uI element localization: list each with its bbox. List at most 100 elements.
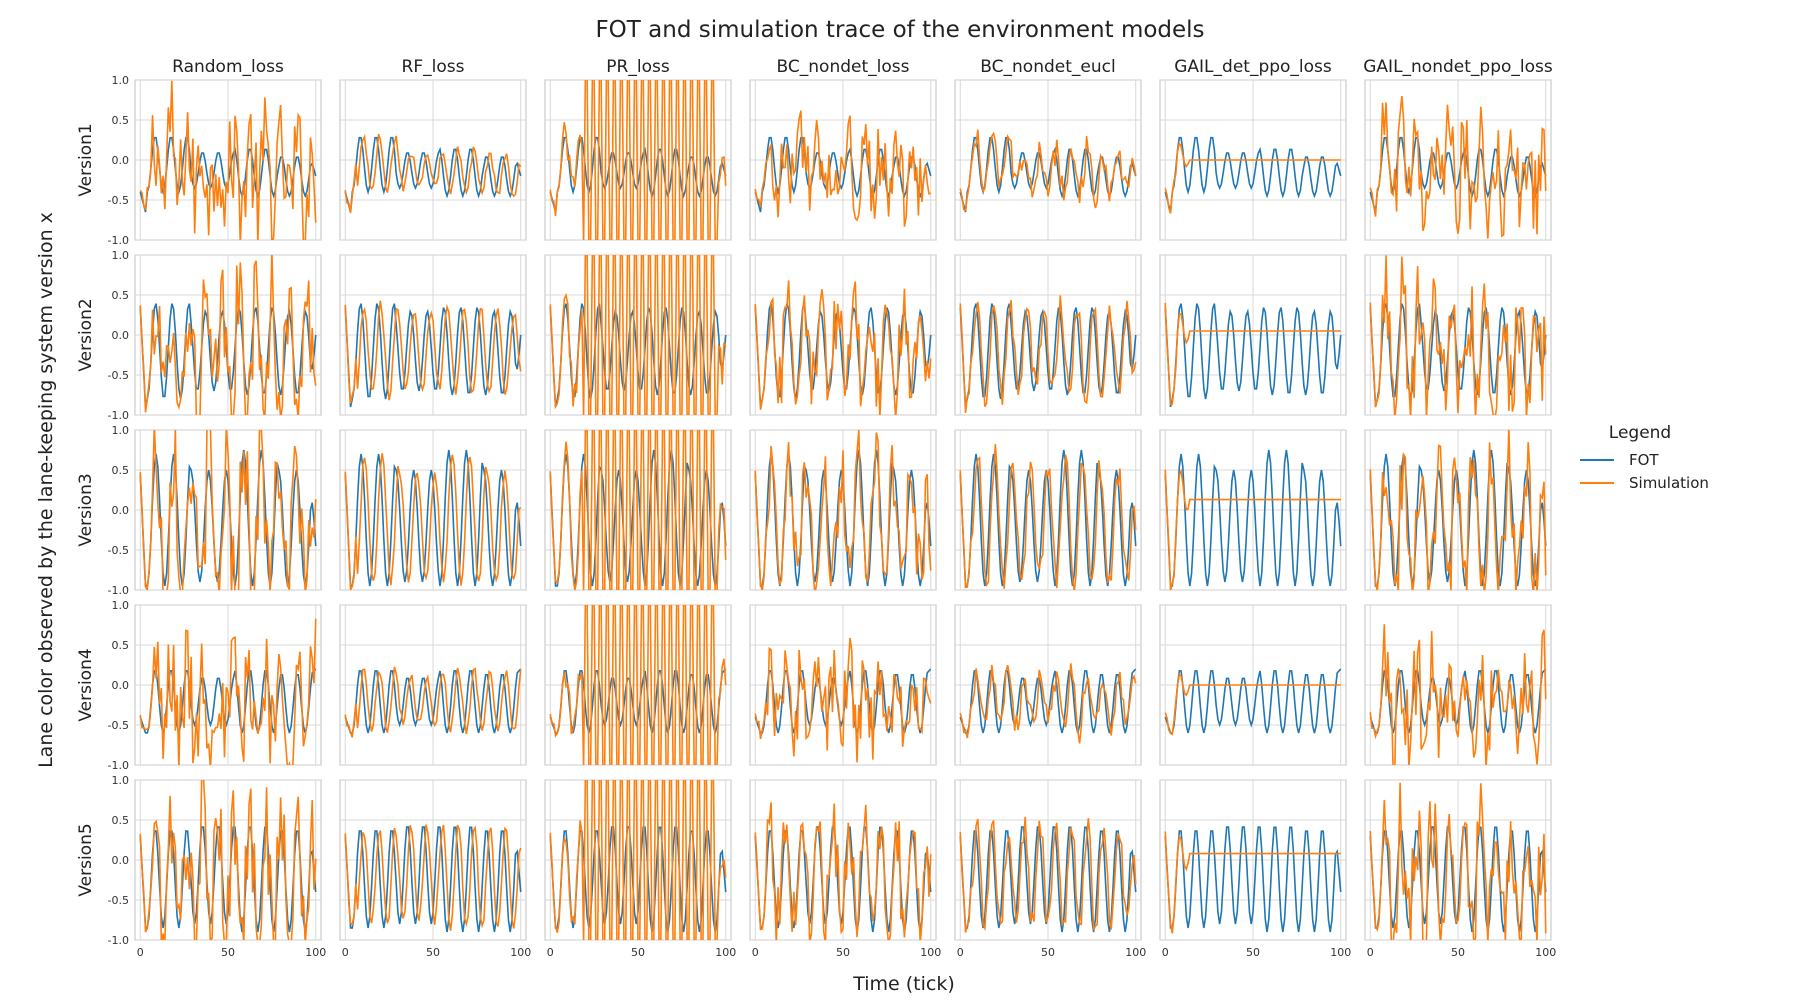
x-tick-label: 100 [1535,946,1556,959]
simulation-line [139,255,317,415]
simulation-line [139,80,317,240]
y-tick-label: 0.0 [112,504,130,517]
x-tick-label: 0 [342,946,349,959]
simulation-line [1369,624,1547,765]
simulation-line [1164,302,1341,405]
series-group [1369,782,1547,940]
x-tick-label: 50 [836,946,850,959]
panel-Random_loss-Version4: 1.0 0.5 0.0 -0.5 -1.0 Version4 [76,599,322,772]
series-group [1369,430,1547,590]
y-tick-label: 1.0 [112,249,130,262]
simulation-line [959,295,1137,413]
simulation-line [959,816,1137,933]
series-group [1164,826,1342,934]
series-group [344,449,522,590]
legend-simulation-label: Simulation [1629,474,1709,492]
fot-line [959,449,1137,587]
fot-line [1369,136,1547,213]
panel-GAIL_det_ppo_loss-Version1: GAIL_det_ppo_loss [1159,57,1347,241]
x-tick-label: 0 [547,946,554,959]
column-title-GAIL_nondet_ppo_loss: GAIL_nondet_ppo_loss [1363,57,1553,77]
panel-Random_loss-Version1: 1.0 0.5 0.0 -0.5 -1.0 Version1 Random_loss [76,57,322,247]
column-title-PR_loss: PR_loss [606,57,670,77]
panel-PR_loss-Version4 [544,604,732,766]
y-tick-label: -1.0 [108,409,129,422]
panel-BC_nondet_eucl-Version1: BC_nondet_eucl [954,57,1142,241]
y-tick-label: -0.5 [108,894,129,907]
series-group [549,80,727,240]
series-group [1369,624,1547,765]
simulation-line [1369,255,1547,415]
panel-PR_loss-Version1: PR_loss [544,57,732,241]
series-group [959,444,1137,590]
x-tick-label: 100 [1125,946,1146,959]
fot-line [959,136,1137,213]
simulation-line [549,605,727,765]
series-group [139,430,317,590]
panel-BC_nondet_loss-Version4 [749,604,937,766]
fot-line [959,826,1137,933]
series-group [1164,302,1342,408]
x-tick-label: 50 [1041,946,1055,959]
row-label-Version1: Version1 [76,123,96,196]
series-group [549,255,727,415]
x-tick-label: 0 [1367,946,1374,959]
simulation-line [139,430,317,590]
series-group [754,430,932,590]
series-group [959,129,1137,213]
panel-GAIL_det_ppo_loss-Version3 [1159,429,1347,591]
y-tick-label: 0.0 [112,329,130,342]
y-tick-label: 0.0 [112,679,130,692]
simulation-line [1164,141,1341,214]
fot-line [1164,449,1342,587]
x-tick-label: 100 [510,946,531,959]
y-tick-label: 0.0 [112,154,130,167]
y-tick-label: -0.5 [108,369,129,382]
fot-line [1164,303,1342,408]
fot-line [344,136,522,213]
panel-GAIL_det_ppo_loss-Version4 [1159,604,1347,766]
x-tick-label: 50 [221,946,235,959]
y-tick-label: 0.5 [112,639,130,652]
fot-line [1164,136,1342,213]
series-group [344,133,522,214]
panel-GAIL_nondet_ppo_loss-Version2 [1364,254,1552,416]
y-axis-label: Lane color observed by the lane-keeping … [35,212,57,768]
panel-RF_loss-Version4 [339,604,527,766]
column-title-BC_nondet_eucl: BC_nondet_eucl [980,57,1115,77]
panel-GAIL_nondet_ppo_loss-Version3 [1364,429,1552,591]
y-tick-label: 0.5 [112,114,130,127]
fot-line [959,303,1137,408]
y-tick-label: -0.5 [108,544,129,557]
series-group [1164,449,1342,590]
series-group [344,300,522,408]
panel-RF_loss-Version3 [339,429,527,591]
x-tick-label: 0 [1162,946,1169,959]
panel-PR_loss-Version5: 0 50 100 [544,779,736,959]
fot-line [344,303,522,408]
series-group [139,618,317,765]
x-tick-label: 50 [631,946,645,959]
y-tick-label: 1.0 [112,424,130,437]
legend: Legend FOT Simulation [1580,423,1709,492]
x-tick-label: 100 [715,946,736,959]
series-group [754,637,932,763]
simulation-line [139,780,317,940]
simulation-line [754,280,932,415]
panel-BC_nondet_loss-Version5: 0 50 100 [749,779,941,959]
simulation-line [1164,831,1341,934]
simulation-line [549,430,727,590]
x-tick-label: 100 [920,946,941,959]
x-tick-label: 0 [957,946,964,959]
x-tick-label: 100 [1330,946,1351,959]
panel-GAIL_nondet_ppo_loss-Version5: 0 50 100 [1364,779,1556,959]
series-group [754,280,932,415]
series-group [959,295,1137,413]
fot-line [754,303,932,408]
panel-BC_nondet_loss-Version1: BC_nondet_loss [749,57,937,241]
column-title-BC_nondet_loss: BC_nondet_loss [777,57,910,77]
simulation-line [959,444,1137,590]
y-tick-label: -1.0 [108,234,129,247]
y-tick-label: 0.5 [112,289,130,302]
series-group [1369,255,1547,415]
